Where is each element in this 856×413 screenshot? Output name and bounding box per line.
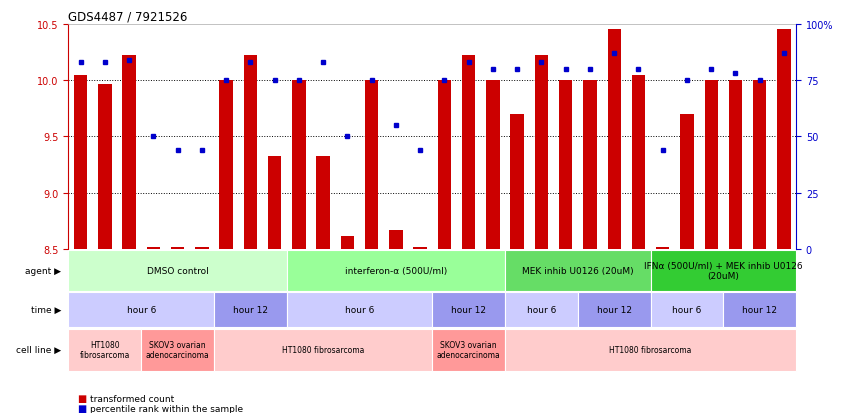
Text: SKOV3 ovarian
adenocarcinoma: SKOV3 ovarian adenocarcinoma [437, 340, 501, 360]
Text: hour 6: hour 6 [127, 305, 156, 314]
Bar [214, 292, 287, 328]
Bar [287, 250, 505, 291]
Text: IFNα (500U/ml) + MEK inhib U0126
(20uM): IFNα (500U/ml) + MEK inhib U0126 (20uM) [644, 261, 803, 280]
Text: hour 12: hour 12 [742, 305, 777, 314]
Text: transformed count: transformed count [90, 394, 174, 403]
Text: MEK inhib U0126 (20uM): MEK inhib U0126 (20uM) [522, 266, 633, 275]
Bar [704, 81, 718, 249]
Bar [171, 247, 184, 249]
Bar [68, 292, 214, 328]
Bar [753, 81, 766, 249]
Bar [505, 292, 578, 328]
Bar [681, 115, 693, 249]
Text: HT1080
fibrosarcoma: HT1080 fibrosarcoma [80, 340, 130, 360]
Bar [505, 329, 796, 371]
Bar [98, 84, 111, 249]
Text: SKOV3 ovarian
adenocarcinoma: SKOV3 ovarian adenocarcinoma [146, 340, 210, 360]
Bar [292, 81, 306, 249]
Bar [317, 156, 330, 249]
Bar [608, 31, 621, 249]
Bar [122, 56, 136, 249]
Text: DMSO control: DMSO control [146, 266, 209, 275]
Text: hour 6: hour 6 [345, 305, 374, 314]
Bar [510, 115, 524, 249]
Bar [214, 329, 432, 371]
Bar [413, 247, 427, 249]
Bar [341, 236, 354, 249]
Bar [437, 81, 451, 249]
Text: agent ▶: agent ▶ [25, 266, 62, 275]
Text: HT1080 fibrosarcoma: HT1080 fibrosarcoma [609, 345, 692, 354]
Bar [389, 230, 402, 249]
Text: HT1080 fibrosarcoma: HT1080 fibrosarcoma [282, 345, 365, 354]
Bar [219, 81, 233, 249]
Bar [535, 56, 548, 249]
Bar [365, 81, 378, 249]
Bar [651, 250, 796, 291]
Bar [583, 81, 597, 249]
Text: interferon-α (500U/ml): interferon-α (500U/ml) [345, 266, 447, 275]
Bar [723, 292, 796, 328]
Text: hour 12: hour 12 [597, 305, 632, 314]
Text: hour 12: hour 12 [451, 305, 486, 314]
Bar [632, 75, 645, 249]
Bar [74, 75, 87, 249]
Text: hour 6: hour 6 [526, 305, 556, 314]
Bar [146, 247, 160, 249]
Text: cell line ▶: cell line ▶ [16, 345, 62, 354]
Text: hour 6: hour 6 [672, 305, 702, 314]
Bar [656, 247, 669, 249]
Bar [432, 292, 505, 328]
Bar [141, 329, 214, 371]
Bar [287, 292, 432, 328]
Text: GDS4487 / 7921526: GDS4487 / 7921526 [68, 11, 187, 24]
Bar [68, 250, 287, 291]
Text: percentile rank within the sample: percentile rank within the sample [90, 404, 243, 413]
Bar [728, 81, 742, 249]
Text: hour 12: hour 12 [233, 305, 268, 314]
Bar [432, 329, 505, 371]
Bar [68, 329, 141, 371]
Bar [777, 31, 791, 249]
Text: ■: ■ [77, 403, 86, 413]
Bar [195, 247, 209, 249]
Bar [559, 81, 573, 249]
Bar [651, 292, 723, 328]
Bar [578, 292, 651, 328]
Text: time ▶: time ▶ [31, 305, 62, 314]
Bar [505, 250, 651, 291]
Bar [244, 56, 257, 249]
Bar [462, 56, 475, 249]
Text: ■: ■ [77, 393, 86, 403]
Bar [268, 156, 282, 249]
Bar [486, 81, 500, 249]
